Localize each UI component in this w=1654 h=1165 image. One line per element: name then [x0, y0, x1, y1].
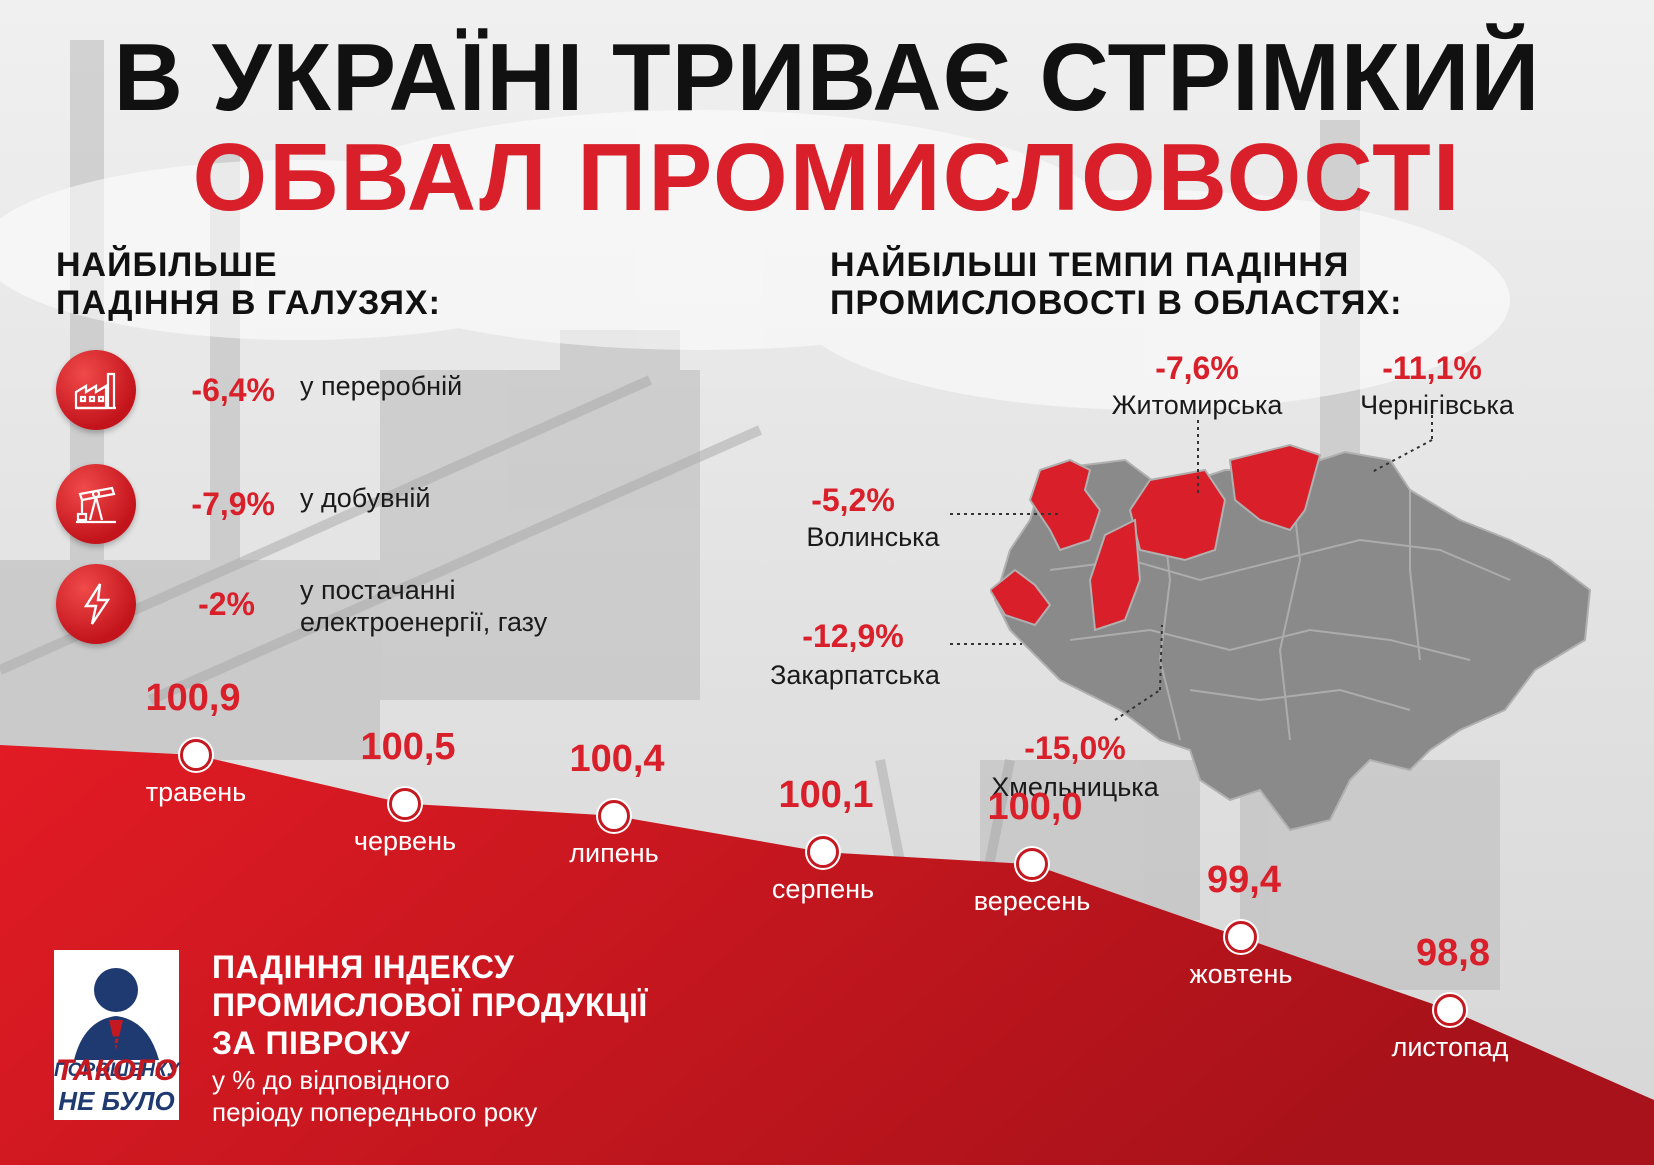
data-point-2	[598, 799, 630, 832]
region-name-khmelnytskyi: Хмельницька	[991, 772, 1159, 802]
data-label-3: 100,1	[778, 774, 874, 817]
ukraine-map	[990, 443, 1592, 832]
region-name-volyn: Волинська	[806, 522, 940, 552]
poster-line3: НЕ БУЛО	[58, 1086, 175, 1116]
data-point-3	[807, 836, 839, 869]
data-label-1: 100,5	[360, 725, 456, 768]
region-name-zakarpattia: Закарпатська	[770, 660, 940, 690]
headline-line1: В УКРАЇНІ ТРИВАЄ СТРІМКИЙ	[113, 24, 1541, 131]
chart-subtitle: у % до відповідного періоду попереднього…	[212, 1064, 537, 1128]
region-value-volyn: -5,2%	[811, 482, 895, 518]
industry-label-supply: у постачанні електроенергії, газу	[300, 574, 547, 638]
region-name-chernihiv: Чернігівська	[1360, 390, 1514, 420]
headline-line2: ОБВАЛ ПРОМИСЛОВОСТІ	[192, 124, 1462, 231]
campaign-poster: ПРИ ПОРОШЕНКУ ТАКОГО НЕ БУЛО	[54, 950, 179, 1120]
data-point-4	[1016, 848, 1048, 881]
index-chart-area	[0, 745, 1654, 1165]
map-region-zakarpattia	[990, 568, 1052, 627]
industry-value-processing: -6,4%	[191, 372, 275, 408]
map-region-chernihiv	[1228, 443, 1322, 532]
chart-title-line1: ПАДІННЯ ІНДЕКСУ	[212, 949, 515, 985]
data-label-6: 98,8	[1416, 932, 1490, 974]
region-value-zakarpattia: -12,9%	[802, 618, 904, 654]
data-point-0	[180, 739, 212, 771]
poster-line2: ТАКОГО	[55, 1054, 178, 1087]
x-tick-label-6: листопад	[1391, 1032, 1509, 1062]
portrait-icon	[54, 950, 179, 1120]
factory-icon	[56, 350, 136, 430]
industry-value-supply: -2%	[198, 586, 255, 622]
region-value-khmelnytskyi: -15,0%	[1024, 730, 1126, 766]
data-point-5	[1225, 921, 1257, 954]
data-point-6	[1434, 994, 1466, 1026]
x-tick-label-1: червень	[353, 825, 457, 856]
chart-subtitle-line2: періоду попереднього року	[212, 1097, 538, 1127]
region-value-chernihiv: -11,1%	[1382, 350, 1482, 386]
map-region-volyn	[1028, 458, 1102, 552]
x-tick-label-5: жовтень	[1189, 959, 1293, 990]
chart-title-line3: ЗА ПІВРОКУ	[212, 1025, 411, 1061]
industry-label-supply-line2: електроенергії, газу	[300, 607, 548, 637]
industry-value-mining: -7,9%	[191, 486, 275, 522]
region-value-zhytomyr: -7,6%	[1155, 350, 1239, 386]
data-label-2: 100,4	[569, 737, 665, 780]
data-label-4: 100,0	[987, 786, 1083, 829]
chart-subtitle-line1: у % до відповідного	[212, 1065, 450, 1095]
x-tick-label-3: серпень	[771, 874, 875, 905]
map-region-zhytomyr	[1128, 468, 1227, 562]
industry-label-processing: у переробній	[300, 371, 463, 401]
x-tick-label-4: вересень	[973, 886, 1091, 917]
industries-heading-line2: ПАДІННЯ В ГАЛУЗЯХ:	[56, 284, 441, 322]
data-point-1	[389, 787, 421, 820]
regions-heading-line2: ПРОМИСЛОВОСТІ В ОБЛАСТЯХ:	[830, 284, 1403, 322]
map-region-khmelnytskyi	[1088, 518, 1142, 632]
industries-heading-line1: НАЙБІЛЬШЕ	[56, 246, 278, 284]
x-tick-label-0: травень	[145, 777, 247, 807]
regions-heading: НАЙБІЛЬШІ ТЕМПИ ПАДІННЯ ПРОМИСЛОВОСТІ В …	[830, 246, 1402, 322]
region-name-zhytomyr: Житомирська	[1111, 390, 1283, 420]
industry-label-supply-line1: у постачанні	[300, 575, 456, 605]
oil-pump-icon	[56, 464, 136, 544]
lightning-icon	[56, 564, 136, 644]
chart-title-line2: ПРОМИСЛОВОЇ ПРОДУКЦІЇ	[212, 987, 648, 1023]
x-tick-label-2: липень	[569, 837, 659, 868]
data-label-0: 100,9	[145, 677, 241, 719]
regions-heading-line1: НАЙБІЛЬШІ ТЕМПИ ПАДІННЯ	[830, 246, 1350, 284]
chart-title: ПАДІННЯ ІНДЕКСУ ПРОМИСЛОВОЇ ПРОДУКЦІЇ ЗА…	[212, 948, 648, 1062]
data-label-5: 99,4	[1207, 859, 1281, 902]
industry-label-mining: у добувній	[300, 483, 431, 513]
poster-line1: ПРИ ПОРОШЕНКУ	[54, 1034, 180, 1081]
industries-heading: НАЙБІЛЬШЕ ПАДІННЯ В ГАЛУЗЯХ:	[56, 246, 441, 322]
